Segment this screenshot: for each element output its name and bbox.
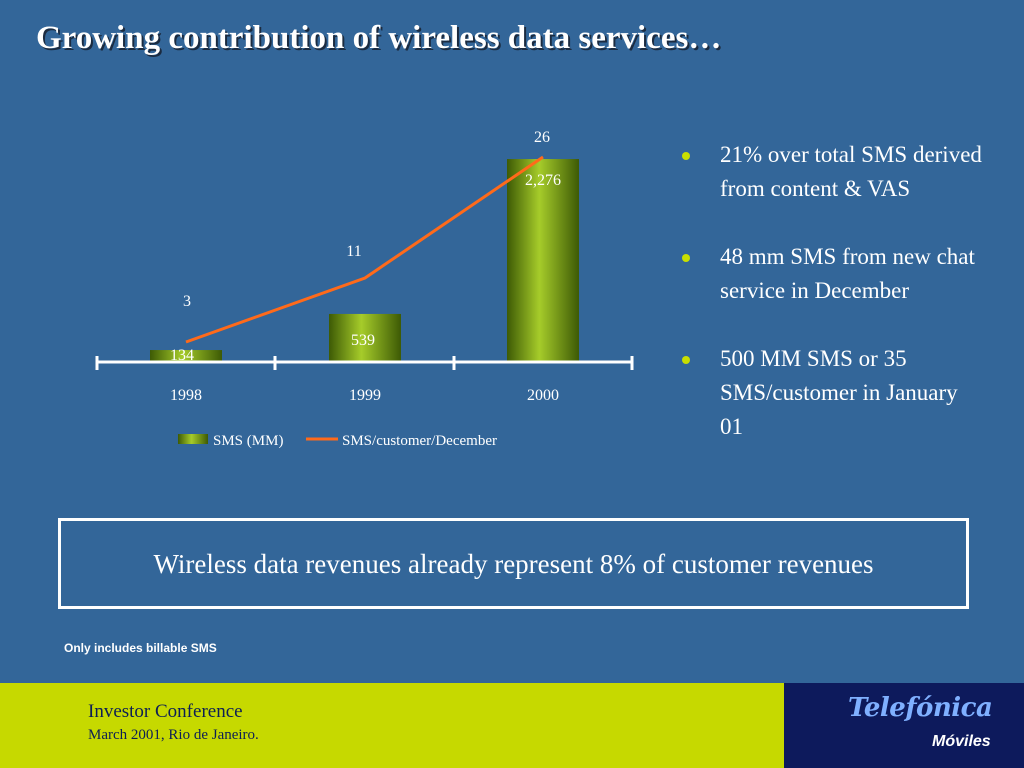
- bullet-dot-icon: [682, 254, 690, 262]
- telefonica-logo: Telefónica: [848, 693, 993, 723]
- bar-data-label: 539: [351, 332, 375, 349]
- bullet-item: 48 mm SMS from new chat service in Decem…: [682, 240, 982, 308]
- bullet-text: 500 MM SMS or 35 SMS/customer in January…: [720, 346, 958, 439]
- callout-box: Wireless data revenues already represent…: [58, 518, 969, 609]
- x-tick-label: 2000: [527, 387, 559, 404]
- bar-sms-1999: [329, 313, 401, 362]
- x-tick-label: 1998: [170, 387, 202, 404]
- footnote: Only includes billable SMS: [64, 641, 217, 655]
- line-data-label: 26: [534, 129, 550, 146]
- line-data-label: 11: [346, 243, 361, 260]
- bar-data-label: 2,276: [525, 172, 561, 189]
- footer-title: Investor Conference: [88, 701, 243, 722]
- x-tick-label: 1999: [349, 387, 381, 404]
- bullet-item: 21% over total SMS derived from content …: [682, 138, 982, 206]
- callout-text: Wireless data revenues already represent…: [153, 548, 874, 579]
- bar-sms-2000: [507, 159, 579, 362]
- bullet-item: 500 MM SMS or 35 SMS/customer in January…: [682, 342, 982, 444]
- logo-panel: Telefónica Móviles: [784, 683, 1024, 768]
- sms-chart: 1998 1999 2000 3 11 26 134 539 2,276 SMS (MM) SMS…: [95, 129, 634, 449]
- bar-sms-1998: [150, 350, 222, 362]
- footer-subtitle: March 2001, Rio de Janeiro.: [88, 727, 259, 743]
- legend-label-sms: SMS (MM): [213, 433, 283, 449]
- footer-bar: Investor Conference March 2001, Rio de J…: [0, 683, 784, 768]
- bullet-text: 48 mm SMS from new chat service in Decem…: [720, 244, 975, 303]
- moviles-logo: Móviles: [932, 733, 991, 750]
- bullet-dot-icon: [682, 356, 690, 364]
- legend-label-sms-customer: SMS/customer/December: [342, 433, 497, 449]
- bullet-dot-icon: [682, 152, 690, 160]
- line-data-label: 3: [183, 293, 191, 310]
- slide-title: Growing contribution of wireless data se…: [36, 20, 722, 56]
- bar-data-label: 134: [170, 347, 194, 364]
- bullet-list: 21% over total SMS derived from content …: [682, 138, 982, 478]
- bullet-text: 21% over total SMS derived from content …: [720, 142, 982, 201]
- legend-bar-swatch: [178, 434, 208, 444]
